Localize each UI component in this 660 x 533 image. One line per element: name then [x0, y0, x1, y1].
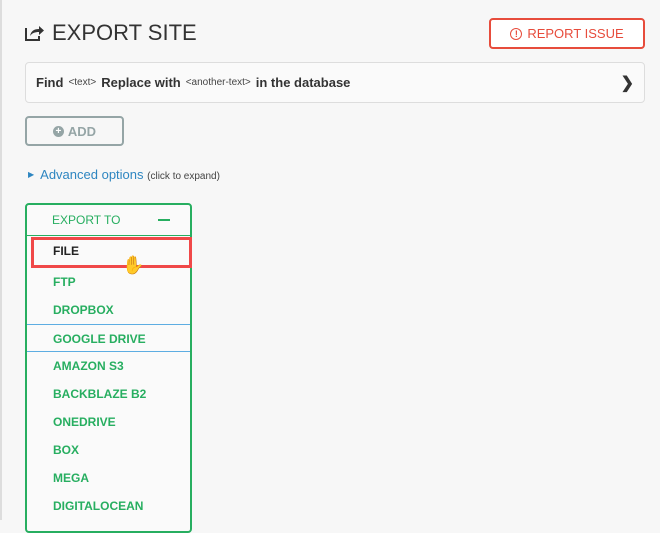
export-item-box[interactable]: BOX	[53, 443, 80, 457]
export-item-backblaze-b2[interactable]: BACKBLAZE B2	[53, 387, 147, 401]
add-button[interactable]: + ADD	[25, 116, 124, 146]
export-item-digitalocean[interactable]: DIGITALOCEAN	[53, 499, 144, 513]
replace-label: Replace with	[101, 75, 181, 90]
caret-right-icon: ▶	[28, 170, 35, 179]
export-item-amazon-s3[interactable]: AMAZON S3	[53, 359, 124, 373]
advanced-label: Advanced options	[40, 167, 144, 182]
export-to-panel: EXPORT TO FILE FTP DROPBOX GOOGLE DRIVE …	[25, 203, 192, 533]
export-icon	[25, 26, 44, 41]
collapse-icon[interactable]	[158, 219, 170, 221]
alert-icon: !	[510, 27, 523, 40]
hand-cursor-icon: ✋	[122, 255, 145, 275]
find-label: Find	[36, 75, 64, 90]
advanced-hint: (click to expand)	[147, 171, 220, 182]
report-issue-button[interactable]: ! REPORT ISSUE	[489, 18, 645, 49]
another-text-placeholder: <another-text>	[185, 77, 251, 88]
suffix-label: in the database	[255, 75, 351, 90]
export-item-file[interactable]: FILE	[31, 237, 192, 268]
chevron-right-icon[interactable]: ❯	[620, 75, 634, 92]
text-placeholder: <text>	[68, 77, 97, 88]
export-item-mega[interactable]: MEGA	[53, 471, 89, 485]
export-to-header[interactable]: EXPORT TO	[27, 205, 190, 236]
report-label: REPORT ISSUE	[527, 26, 624, 41]
advanced-options-toggle[interactable]: ▶ Advanced options (click to expand)	[28, 167, 220, 182]
page-title: EXPORT SITE	[24, 20, 197, 46]
export-item-ftp[interactable]: FTP	[53, 275, 76, 289]
export-item-google-drive[interactable]: GOOGLE DRIVE	[27, 324, 190, 352]
export-item-onedrive[interactable]: ONEDRIVE	[53, 415, 116, 429]
add-label: ADD	[67, 123, 97, 139]
export-to-title: EXPORT TO	[52, 213, 121, 227]
plus-circle-icon: +	[52, 125, 64, 137]
title-text: EXPORT SITE	[52, 20, 197, 45]
find-replace-row[interactable]: Find <text> Replace with <another-text> in t…	[25, 62, 645, 103]
export-item-dropbox[interactable]: DROPBOX	[53, 303, 114, 317]
